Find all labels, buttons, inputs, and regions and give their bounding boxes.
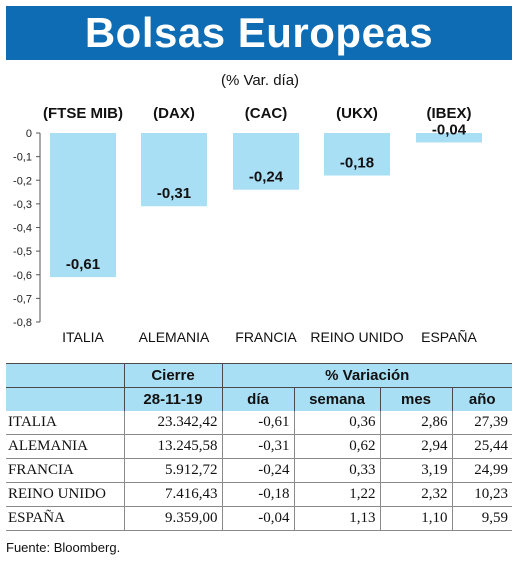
bar: [324, 133, 390, 176]
y-tick-label: 0: [26, 128, 32, 140]
table-row: ITALIA 23.342,42 -0,61 0,36 2,86 27,39: [6, 411, 512, 435]
data-label: -0,61: [66, 256, 100, 273]
y-tick-label: -0,2: [13, 175, 32, 187]
index-label: (UKX): [336, 105, 378, 122]
category-label: ESPAÑA: [421, 329, 477, 345]
bar: [141, 133, 207, 207]
row-dia: -0,04: [221, 506, 294, 531]
header-mes: mes: [379, 387, 452, 411]
index-label: (FTSE MIB): [43, 105, 123, 122]
row-mes: 2,32: [379, 482, 452, 507]
header-date: 28-11-19: [123, 387, 222, 411]
row-ano: 27,39: [451, 411, 512, 435]
bar: [416, 133, 482, 143]
table-corner-2: [6, 387, 124, 411]
row-semana: 1,22: [293, 482, 380, 507]
index-label: (DAX): [153, 105, 195, 122]
data-label: -0,24: [249, 169, 284, 186]
row-dia: -0,24: [221, 458, 294, 483]
row-name: FRANCIA: [6, 458, 124, 483]
row-ano: 24,99: [451, 458, 512, 483]
header-cierre: Cierre: [123, 363, 222, 388]
row-cierre: 13.245,58: [123, 434, 222, 459]
bar: [50, 133, 116, 278]
category-label: ALEMANIA: [139, 329, 210, 345]
header-dia: día: [221, 387, 294, 411]
row-cierre: 9.359,00: [123, 506, 222, 531]
row-semana: 0,36: [293, 411, 380, 435]
y-tick-label: -0,8: [13, 317, 32, 329]
row-name: ALEMANIA: [6, 434, 124, 459]
y-tick-label: -0,4: [13, 223, 32, 235]
row-mes: 2,94: [379, 434, 452, 459]
source-note: Fuente: Bloomberg.: [6, 540, 121, 555]
index-label: (CAC): [245, 105, 288, 122]
row-ano: 10,23: [451, 482, 512, 507]
row-cierre: 7.416,43: [123, 482, 222, 507]
y-tick-label: -0,6: [13, 270, 32, 282]
y-tick-label: -0,3: [13, 199, 32, 211]
table-row: FRANCIA 5.912,72 -0,24 0,33 3,19 24,99: [6, 458, 512, 483]
category-label: REINO UNIDO: [310, 329, 403, 345]
table-row: ALEMANIA 13.245,58 -0,31 0,62 2,94 25,44: [6, 434, 512, 459]
category-label: FRANCIA: [235, 329, 297, 345]
index-label: (IBEX): [427, 105, 472, 122]
row-semana: 0,62: [293, 434, 380, 459]
row-ano: 9,59: [451, 506, 512, 531]
data-label: -0,04: [432, 121, 467, 138]
header-variacion: % Variación: [221, 363, 512, 388]
table-corner: [6, 363, 124, 388]
row-semana: 0,33: [293, 458, 380, 483]
header-semana: semana: [293, 387, 380, 411]
header-ano: año: [451, 387, 512, 411]
data-label: -0,18: [340, 155, 374, 172]
table-row: REINO UNIDO 7.416,43 -0,18 1,22 2,32 10,…: [6, 482, 512, 507]
table-row: ESPAÑA 9.359,00 -0,04 1,13 1,10 9,59: [6, 506, 512, 531]
y-tick-label: -0,7: [13, 293, 32, 305]
data-label: -0,31: [157, 185, 191, 202]
row-dia: -0,61: [221, 411, 294, 435]
bar: [233, 133, 299, 190]
row-dia: -0,31: [221, 434, 294, 459]
row-cierre: 23.342,42: [123, 411, 222, 435]
row-semana: 1,13: [293, 506, 380, 531]
row-mes: 2,86: [379, 411, 452, 435]
chart-title-banner: Bolsas Europeas: [6, 6, 512, 60]
bar-chart: 0 -0,1 -0,2 -0,3 -0,4 -0,5 -0,6 -0,7 -0,8 -0,61 (F…: [13, 105, 482, 345]
category-label: ITALIA: [62, 329, 104, 345]
row-mes: 3,19: [379, 458, 452, 483]
y-tick-label: -0,1: [13, 152, 32, 164]
row-name: REINO UNIDO: [6, 482, 124, 507]
market-table: Cierre % Variación 28-11-19 día semana m…: [6, 363, 512, 531]
row-cierre: 5.912,72: [123, 458, 222, 483]
row-ano: 25,44: [451, 434, 512, 459]
row-mes: 1,10: [379, 506, 452, 531]
row-dia: -0,18: [221, 482, 294, 507]
row-name: ESPAÑA: [6, 506, 124, 531]
row-name: ITALIA: [6, 411, 124, 435]
chart-subtitle: (% Var. día): [220, 72, 300, 89]
y-tick-label: -0,5: [13, 246, 32, 258]
